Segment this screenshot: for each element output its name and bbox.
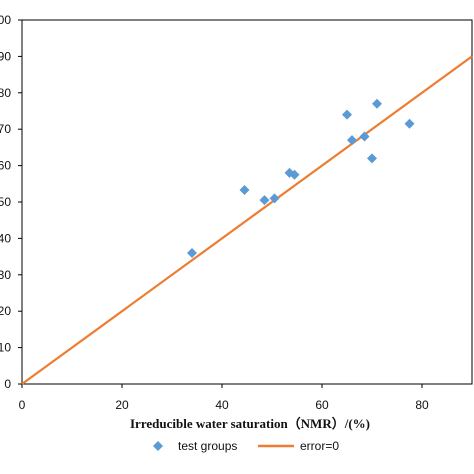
y-tick-label: 80 xyxy=(0,86,11,100)
y-tick-label: 10 xyxy=(0,341,11,355)
scatter-point xyxy=(342,109,352,120)
y-tick-label: 0 xyxy=(4,377,11,391)
x-tick-label: 40 xyxy=(215,398,229,412)
x-tick-label: 80 xyxy=(415,398,429,412)
scatter-point xyxy=(269,193,280,204)
legend-marker-test-groups xyxy=(153,441,163,451)
x-tick-label: 20 xyxy=(115,398,129,412)
legend: test groups error=0 xyxy=(153,439,339,453)
series-layer xyxy=(21,55,473,385)
plot-area-frame xyxy=(21,19,473,385)
legend-label-error-0: error=0 xyxy=(300,439,339,453)
scatter-point xyxy=(289,169,300,180)
x-axis-ticks: 0 20 40 60 80 xyxy=(19,384,429,412)
scatter-point xyxy=(259,195,270,206)
scatter-point xyxy=(367,153,377,164)
scatter-point xyxy=(187,247,197,258)
scatter-point xyxy=(372,98,382,109)
y-tick-label: 50 xyxy=(0,195,11,209)
y-tick-label: 90 xyxy=(0,49,11,63)
y-tick-label: 20 xyxy=(0,304,11,318)
y-tick-label: 40 xyxy=(0,231,11,245)
y-axis-ticks: 0 10 20 30 40 50 60 70 80 90 100 xyxy=(0,13,22,391)
y-tick-label: 30 xyxy=(0,268,11,282)
y-tick-label: 100 xyxy=(0,13,11,27)
y-tick-label: 70 xyxy=(0,122,11,136)
series-line-error-0 xyxy=(21,55,473,385)
x-axis-title: Irreducible water saturation（NMR）/(%) xyxy=(130,416,370,431)
scatter-point xyxy=(347,135,357,146)
scatter-point xyxy=(239,184,250,195)
y-tick-label: 60 xyxy=(0,159,11,173)
x-tick-label: 60 xyxy=(315,398,329,412)
legend-label-test-groups: test groups xyxy=(178,439,237,453)
scatter-point xyxy=(404,118,415,129)
x-tick-label: 0 xyxy=(19,398,26,412)
scatter-point xyxy=(359,131,370,142)
